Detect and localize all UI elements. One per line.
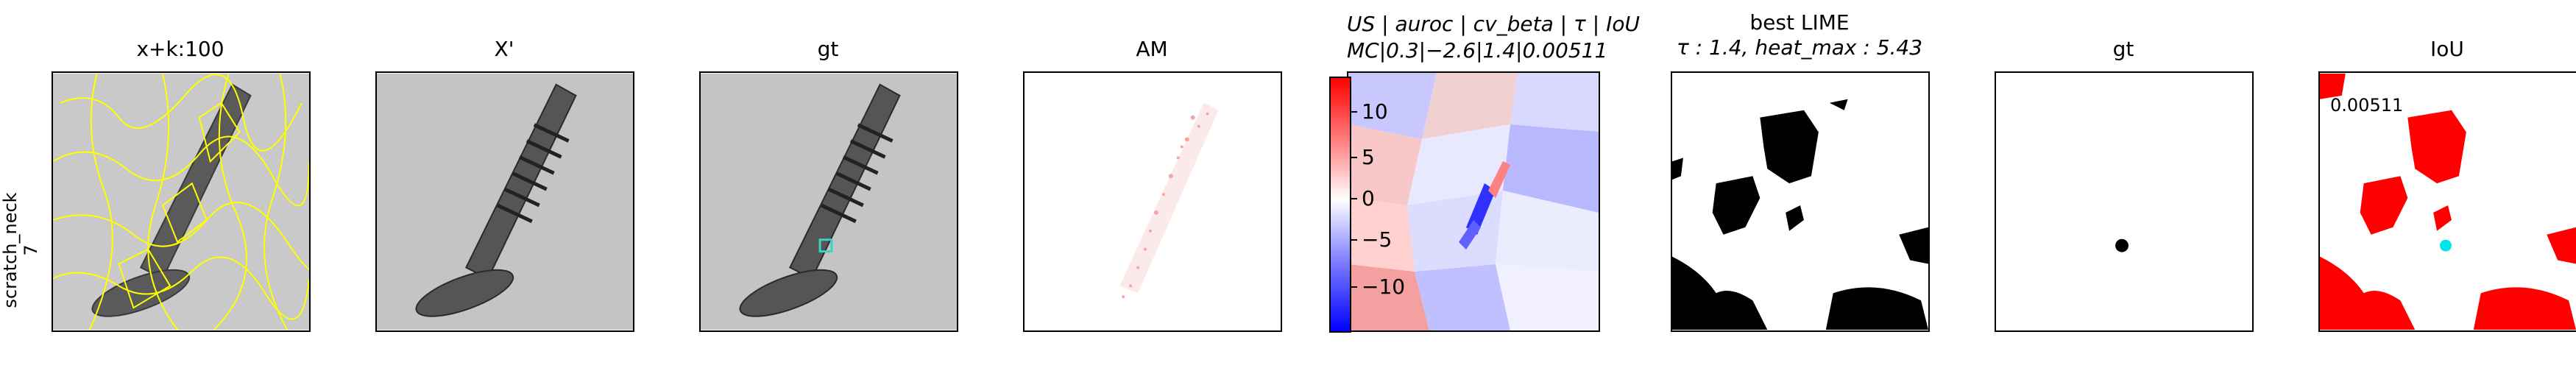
colorbar [1329, 77, 1351, 333]
panel-iou: IoU 0.00511 [2318, 0, 2576, 368]
panel-gt-mask: gt [1995, 0, 2254, 368]
iou-overlay [2320, 74, 2576, 330]
colorbar-tick [1350, 157, 1357, 158]
panel-am: AM [1023, 0, 1282, 368]
screw-with-gt-box [701, 74, 957, 330]
panel-gt-overlay: gt [699, 0, 958, 368]
colorbar-tick [1350, 286, 1357, 288]
row-label-text: scratch_neck 7 [0, 192, 41, 308]
panel-best-lime: best LIME τ : 1.4, heat_max : 5.43 [1671, 0, 1930, 368]
row-label-line1: scratch_neck [0, 192, 21, 308]
row-label-line2: 7 [21, 244, 41, 256]
colorbar-tick-label: 5 [1362, 145, 1375, 169]
colorbar-tick-label: −5 [1362, 227, 1393, 252]
screw-image [377, 74, 633, 330]
image-iou: 0.00511 [2318, 71, 2576, 332]
image-gt-overlay [699, 71, 958, 332]
image-xprime [375, 71, 634, 332]
row-label: scratch_neck 7 [0, 162, 41, 339]
image-us-heatmap [1347, 71, 1600, 332]
panel-title: x+k:100 [136, 37, 224, 61]
panel-title: IoU [2430, 37, 2464, 61]
colorbar-tick [1350, 198, 1357, 199]
panel-title: AM [1136, 37, 1168, 61]
panel-title: gt [817, 37, 839, 61]
colorbar-tick [1350, 239, 1357, 241]
panel-title: X' [494, 37, 514, 61]
colorbar-tick-label: 0 [1362, 186, 1375, 210]
iou-value: 0.00511 [2330, 95, 2404, 116]
colorbar-tick-label: 10 [1362, 99, 1388, 124]
gt-mask [1996, 74, 2252, 330]
lime-mask [1672, 74, 1928, 330]
panel-title: gt [2112, 37, 2134, 61]
superpixel-screw-image [53, 73, 309, 330]
panel-superpixels: x+k:100 [52, 0, 311, 368]
panel-title-line2: τ : 1.4, heat_max : 5.43 [1676, 35, 1923, 60]
image-superpixels [52, 71, 311, 332]
anomaly-map [1025, 74, 1281, 330]
panel-title-line2: MC|0.3|−2.6|1.4|0.00511 [1347, 38, 1608, 63]
colorbar-tick-label: −10 [1362, 275, 1406, 299]
image-am [1023, 71, 1282, 332]
gt-box [818, 238, 833, 253]
heatmap [1348, 73, 1599, 330]
panel-title-line1: best LIME [1749, 10, 1850, 35]
colorbar-tick [1350, 111, 1357, 113]
panel-xprime: X' [375, 0, 634, 368]
image-best-lime [1671, 71, 1930, 332]
panel-us-heatmap: US | auroc | cv_beta | τ | IoU MC|0.3|−2… [1347, 0, 1640, 368]
panel-title-line1: US | auroc | cv_beta | τ | IoU [1347, 12, 1640, 36]
image-gt-mask [1995, 71, 2254, 332]
